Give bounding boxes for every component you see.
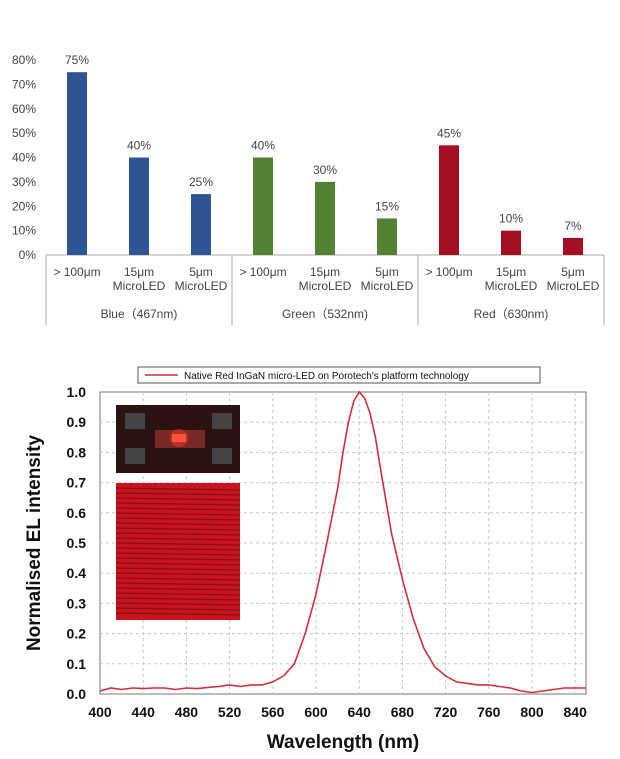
- bar-value-label: 7%: [564, 219, 582, 233]
- x-axis-title: Wavelength (nm): [267, 732, 419, 753]
- bar: [67, 72, 87, 255]
- bar-value-label: 45%: [437, 126, 461, 140]
- line-y-tick-label: 0.3: [67, 595, 87, 611]
- bar-category-label-line2: MicroLED: [113, 279, 166, 293]
- bar-category-label: 15μm: [310, 265, 340, 279]
- line-x-tick-label: 480: [175, 704, 199, 720]
- line-x-tick-label: 640: [348, 704, 372, 720]
- bar-category-label-line2: MicroLED: [547, 279, 600, 293]
- line-y-tick-label: 0.0: [67, 686, 87, 702]
- bar: [191, 194, 211, 255]
- line-y-tick-label: 0.9: [67, 414, 87, 430]
- bar-category-label: 5μm: [189, 265, 213, 279]
- bar-group-label: Blue（467nm): [101, 307, 178, 321]
- line-y-tick-label: 0.6: [67, 505, 87, 521]
- bar-category-label: 5μm: [375, 265, 399, 279]
- bar: [377, 218, 397, 255]
- bar-y-tick-label: 30%: [12, 175, 36, 189]
- bar: [253, 157, 273, 255]
- bar-y-tick-label: 20%: [12, 199, 36, 213]
- line-x-tick-label: 840: [564, 704, 588, 720]
- line-x-tick-label: 440: [132, 704, 156, 720]
- bar-value-label: 10%: [499, 212, 523, 226]
- line-x-tick-label: 720: [434, 704, 458, 720]
- bar-value-label: 30%: [313, 163, 337, 177]
- line-y-tick-label: 1.0: [67, 384, 87, 400]
- bar-group-label: Green（532nm): [282, 307, 368, 321]
- bar: [501, 230, 521, 255]
- bar-category-label: 5μm: [561, 265, 585, 279]
- bar-value-label: 15%: [375, 199, 399, 213]
- spectrum-series-line: [99, 390, 586, 694]
- bar-value-label: 40%: [127, 139, 151, 153]
- bar-category-label-line2: MicroLED: [485, 279, 538, 293]
- bar-y-tick-label: 60%: [12, 102, 36, 116]
- bar-y-tick-label: 10%: [12, 224, 36, 238]
- bar-value-label: 40%: [251, 139, 275, 153]
- bar: [439, 145, 459, 255]
- bar: [315, 181, 335, 255]
- line-y-tick-label: 0.5: [67, 535, 87, 551]
- bar-group-label: Red（630nm): [474, 307, 549, 321]
- bar-chart: 0% 10% 20% 30% 40% 50% 60% 70% 80% 75% > 100μm 40% 1…: [12, 53, 605, 325]
- bar-category-label: > 100μm: [239, 265, 286, 279]
- bar-y-tick-label: 40%: [12, 151, 36, 165]
- bar: [129, 157, 149, 255]
- line-x-tick-label: 560: [261, 704, 285, 720]
- line-x-tick-label: 680: [391, 704, 415, 720]
- bar-category-label: 15μm: [496, 265, 526, 279]
- line-x-tick-label: 400: [88, 704, 112, 720]
- bar-y-tick-label: 70%: [12, 77, 36, 91]
- y-axis-title: Normalised EL intensity: [24, 435, 45, 652]
- bar-category-label: 15μm: [124, 265, 154, 279]
- legend: Native Red InGaN micro-LED on Porotech's…: [137, 366, 541, 384]
- bar-y-tick-label: 50%: [12, 126, 36, 140]
- bar-value-label: 75%: [65, 53, 89, 67]
- line-y-tick-label: 0.7: [67, 475, 87, 491]
- bar-category-label-line2: MicroLED: [361, 279, 414, 293]
- line-y-tick-label: 0.4: [67, 565, 87, 581]
- bar: [563, 237, 583, 255]
- inset-photo-array: [115, 483, 241, 620]
- line-x-tick-label: 520: [218, 704, 242, 720]
- line-x-tick-label: 600: [304, 704, 328, 720]
- x-axis-ticks: 400 440 480 520 560 600 640 680 720 760 800 840: [88, 704, 587, 720]
- line-x-tick-label: 760: [477, 704, 501, 720]
- line-y-tick-label: 0.8: [67, 444, 87, 460]
- line-x-tick-label: 800: [520, 704, 544, 720]
- legend-label: Native Red InGaN micro-LED on Porotech's…: [184, 371, 469, 382]
- line-y-tick-label: 0.1: [67, 656, 87, 672]
- bar-category-label-line2: MicroLED: [175, 279, 228, 293]
- bar-category-label-line2: MicroLED: [299, 279, 352, 293]
- bar-category-label: > 100μm: [53, 265, 100, 279]
- y-axis-ticks: 0.0 0.1 0.2 0.3 0.4 0.5 0.6 0.7 0.8 0.9 1.0: [67, 384, 87, 702]
- line-chart: 0.0 0.1 0.2 0.3 0.4 0.5 0.6 0.7 0.8 0.9 1.0 400 440…: [24, 366, 587, 753]
- bar-value-label: 25%: [189, 175, 213, 189]
- bar-y-tick-label: 0%: [19, 248, 37, 262]
- inset-photo-device: [116, 405, 240, 473]
- bar-y-tick-label: 80%: [12, 53, 36, 67]
- line-y-tick-label: 0.2: [67, 626, 87, 642]
- bar-category-label: > 100μm: [425, 265, 472, 279]
